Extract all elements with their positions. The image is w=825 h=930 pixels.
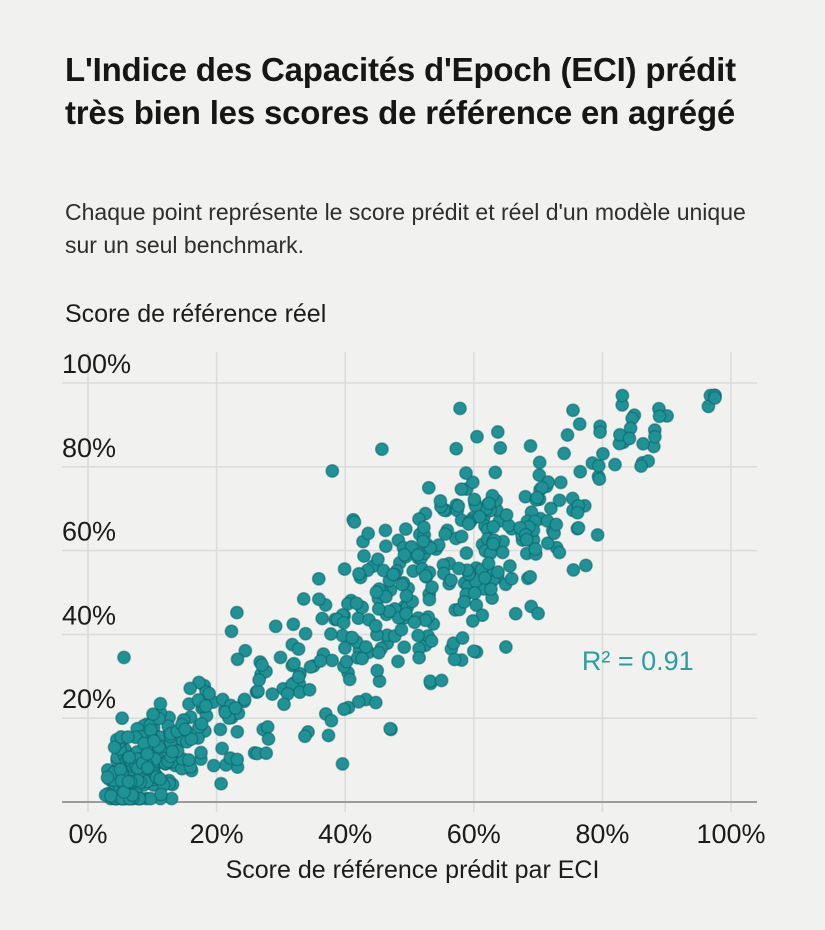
x-tick-label: 80% <box>575 819 629 849</box>
y-tick-label: 20% <box>62 684 116 714</box>
x-tick-label: 0% <box>68 819 107 849</box>
x-axis-title: Score de référence prédit par ECI <box>225 856 600 884</box>
x-tick-label: 60% <box>447 819 501 849</box>
axis-tick-labels: 20% 40% 60% 80% 100% 0% 20% 40% 60% 80% 100% <box>62 349 766 849</box>
chart-title: L'Indice des Capacités d'Epoch (ECI) pré… <box>65 51 736 131</box>
x-tick-label: 100% <box>696 819 765 849</box>
y-tick-label: 100% <box>62 349 131 379</box>
y-tick-label: 40% <box>62 600 116 630</box>
y-tick-label: 60% <box>62 517 116 547</box>
x-tick-label: 20% <box>190 819 244 849</box>
r-squared-label: R² = 0.91 <box>582 646 694 676</box>
chart-subtitle: Chaque point représente le score prédit … <box>65 199 746 258</box>
r-squared-annotation: R² = 0.91 <box>582 646 694 676</box>
scatter-points <box>98 388 722 806</box>
x-tick-label: 40% <box>318 819 372 849</box>
y-tick-label: 80% <box>62 433 116 463</box>
y-axis-title: Score de référence réel <box>65 300 327 328</box>
